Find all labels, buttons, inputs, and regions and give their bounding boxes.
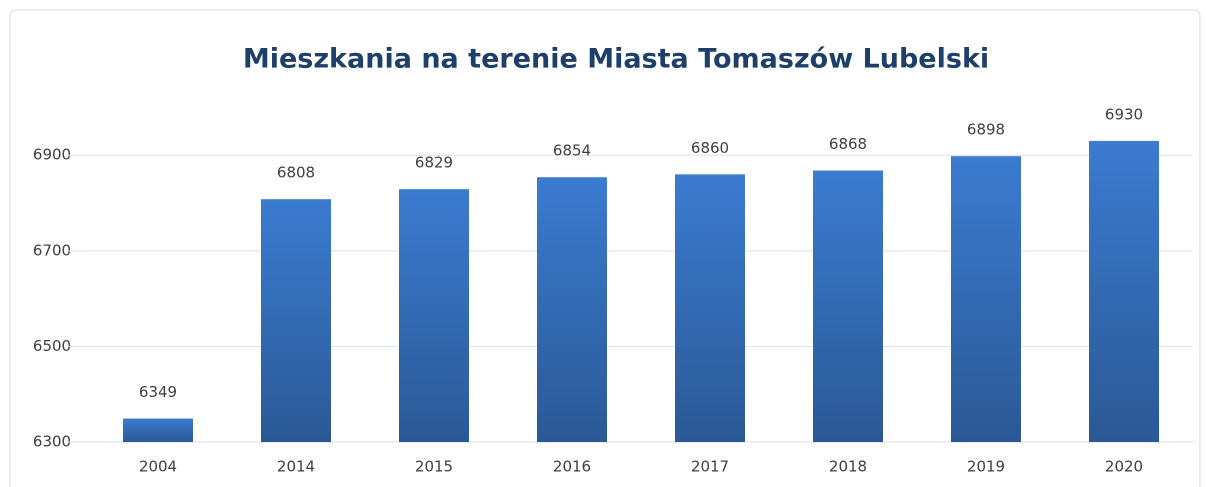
x-tick-label: 2018 bbox=[829, 458, 867, 476]
x-tick-label: 2017 bbox=[691, 458, 729, 476]
chart-title: Mieszkania na terenie Miasta Tomaszów Lu… bbox=[243, 44, 989, 75]
bar-shade bbox=[399, 189, 469, 442]
bar-shade bbox=[537, 177, 607, 442]
value-label: 6860 bbox=[691, 139, 729, 157]
y-tick-label: 6500 bbox=[33, 337, 71, 355]
value-label: 6854 bbox=[553, 142, 591, 160]
bar-shade bbox=[813, 170, 883, 442]
value-label: 6930 bbox=[1105, 105, 1143, 123]
x-tick-label: 2004 bbox=[139, 458, 177, 476]
bar-shade bbox=[261, 199, 331, 442]
value-label: 6829 bbox=[415, 154, 453, 172]
x-tick-label: 2019 bbox=[967, 458, 1005, 476]
x-tick-label: 2016 bbox=[553, 458, 591, 476]
value-label: 6868 bbox=[829, 135, 867, 153]
x-tick-label: 2015 bbox=[415, 458, 453, 476]
bar-shade bbox=[675, 174, 745, 442]
y-tick-label: 6300 bbox=[33, 433, 71, 451]
y-tick-label: 6900 bbox=[33, 146, 71, 164]
value-label: 6808 bbox=[277, 164, 315, 182]
x-tick-label: 2020 bbox=[1105, 458, 1143, 476]
y-tick-label: 6700 bbox=[33, 241, 71, 259]
bar-shade bbox=[1089, 140, 1159, 442]
bar-shade bbox=[951, 156, 1021, 443]
bar-shade bbox=[123, 418, 193, 442]
value-label: 6349 bbox=[139, 383, 177, 401]
x-tick-label: 2014 bbox=[277, 458, 315, 476]
value-label: 6898 bbox=[967, 121, 1005, 139]
